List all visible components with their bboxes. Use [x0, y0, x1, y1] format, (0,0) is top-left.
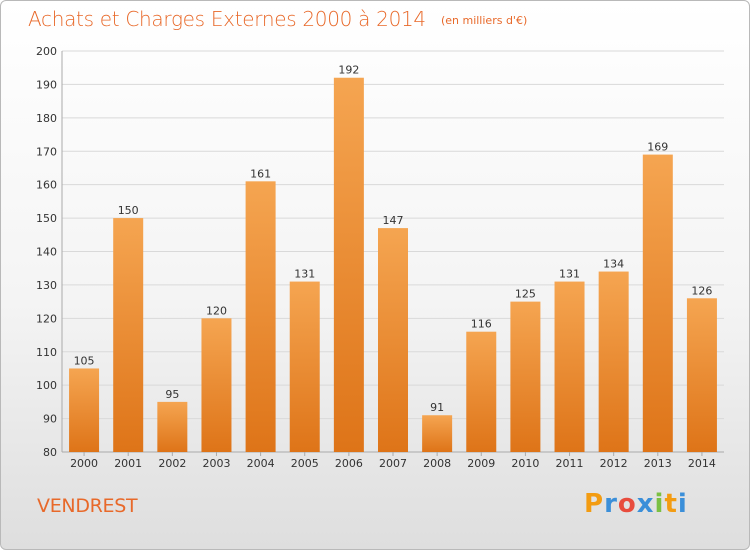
- y-tick-label: 190: [36, 78, 57, 91]
- chart-title: Achats et Charges Externes 2000 à 2014: [28, 7, 426, 31]
- x-tick-label: 2009: [467, 457, 495, 470]
- data-label-2006: 192: [338, 64, 359, 77]
- data-label-2007: 147: [383, 214, 404, 227]
- bar-2006: [333, 77, 364, 452]
- logo-letter: x: [636, 489, 655, 519]
- x-tick-label: 2008: [423, 457, 451, 470]
- commune-name: VENDREST: [37, 495, 138, 517]
- x-tick-label: 2011: [556, 457, 584, 470]
- x-tick-label: 2002: [158, 457, 186, 470]
- bar-2001: [113, 218, 144, 452]
- bar-2014: [686, 298, 717, 452]
- x-tick-label: 2014: [688, 457, 716, 470]
- data-label-2003: 120: [206, 304, 227, 317]
- bar-2007: [378, 228, 408, 452]
- data-label-2004: 161: [250, 167, 271, 180]
- data-label-2011: 131: [559, 268, 580, 281]
- logo-letter: t: [664, 489, 678, 519]
- x-tick-label: 2010: [511, 457, 539, 470]
- x-tick-label: 2005: [291, 457, 319, 470]
- data-label-2001: 150: [118, 204, 139, 217]
- y-tick-label: 180: [36, 112, 57, 125]
- x-tick-label: 2000: [70, 457, 98, 470]
- proxiti-logo[interactable]: Proxiti: [584, 489, 688, 519]
- bar-2003: [201, 318, 232, 452]
- x-tick-label: 2006: [335, 457, 363, 470]
- x-tick-label: 2004: [247, 457, 275, 470]
- data-label-2013: 169: [647, 141, 668, 154]
- data-label-2000: 105: [74, 354, 95, 367]
- bar-2012: [598, 271, 629, 452]
- chart-title-block: Achats et Charges Externes 2000 à 2014 (…: [28, 7, 527, 31]
- x-tick-label: 2001: [114, 457, 142, 470]
- y-tick-label: 140: [36, 246, 57, 259]
- data-labels: 105 150 95 120 161 131 192 147 91 116 125 131 134 169…: [74, 64, 713, 415]
- bars: [69, 77, 717, 452]
- data-label-2010: 125: [515, 288, 536, 301]
- y-tick-label: 80: [43, 446, 57, 459]
- data-label-2009: 116: [471, 318, 492, 331]
- y-tick-label: 150: [36, 212, 57, 225]
- bar-2011: [554, 281, 585, 452]
- data-label-2014: 126: [691, 284, 712, 297]
- y-tick-labels: 80 90 100 110 120 130 140 150 160 170 180 190 200: [36, 45, 57, 459]
- logo-letter: i: [654, 489, 665, 519]
- data-label-2005: 131: [294, 268, 315, 281]
- data-label-2002: 95: [165, 388, 179, 401]
- bar-2000: [69, 368, 100, 452]
- bar-2005: [289, 281, 320, 452]
- logo-letter: i: [677, 489, 688, 519]
- logo-letter: r: [604, 489, 618, 519]
- x-tick-label: 2007: [379, 457, 407, 470]
- x-tick-labels: 2000 2001 2002 2003 2004 2005 2006 2007 2008 2009…: [70, 457, 716, 470]
- bar-2013: [642, 154, 673, 452]
- logo-letter: P: [584, 489, 605, 519]
- data-label-2012: 134: [603, 258, 624, 271]
- x-tick-label: 2012: [600, 457, 628, 470]
- y-tick-label: 120: [36, 312, 57, 325]
- y-tick-label: 110: [36, 346, 57, 359]
- y-tick-label: 130: [36, 279, 57, 292]
- y-tick-label: 90: [43, 413, 57, 426]
- chart-unit: (en milliers d'€): [440, 14, 528, 27]
- bar-2004: [245, 181, 276, 452]
- bar-2002: [157, 401, 188, 452]
- bar-2008: [422, 415, 453, 452]
- bar-2009: [466, 331, 497, 452]
- x-tick-label: 2013: [644, 457, 672, 470]
- y-tick-label: 200: [36, 45, 57, 58]
- logo-letter: o: [617, 489, 637, 519]
- y-tick-label: 170: [36, 145, 57, 158]
- y-tick-label: 160: [36, 179, 57, 192]
- y-tick-label: 100: [36, 379, 57, 392]
- bar-2010: [510, 301, 541, 452]
- data-label-2008: 91: [430, 401, 444, 414]
- x-tick-label: 2003: [202, 457, 230, 470]
